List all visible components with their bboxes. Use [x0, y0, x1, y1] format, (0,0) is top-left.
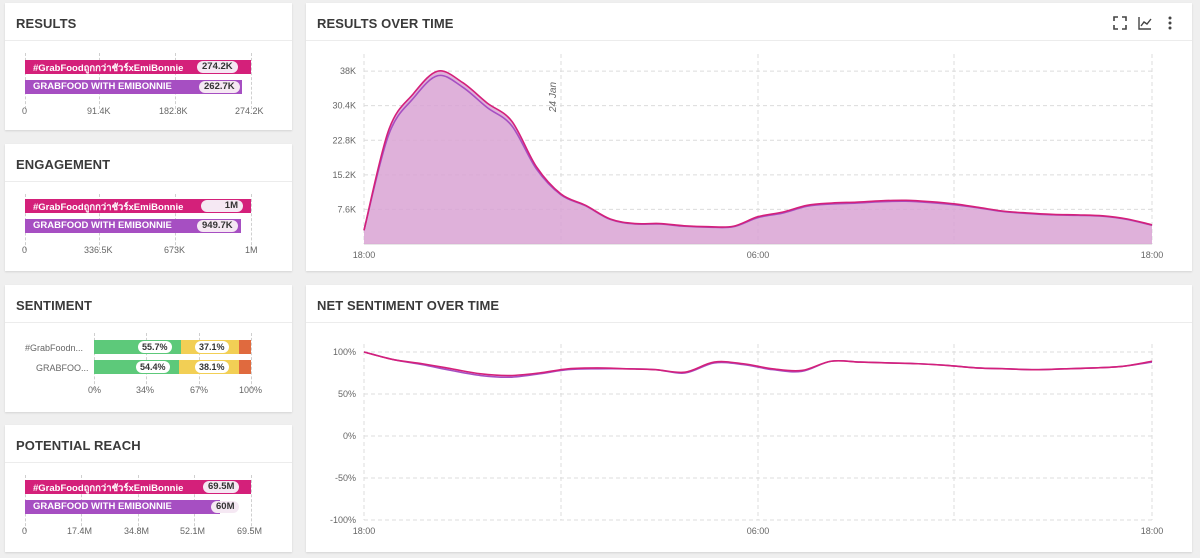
reach-bar-2-fill	[25, 500, 220, 514]
sentiment-card: SENTIMENT #GrabFoodn... 55.7% 37.1% GRAB…	[5, 285, 292, 412]
rot-y-tick-4: 7.6K	[337, 204, 356, 214]
engagement-card: ENGAGEMENT #GrabFoodถูกกว่าชัวร์xEmiBonn…	[5, 144, 292, 271]
results-over-time-title: RESULTS OVER TIME	[306, 3, 1192, 41]
results-bar-1-value: 274.2K	[197, 61, 238, 73]
results-bar-1-label: #GrabFoodถูกกว่าชัวร์xEmiBonnie	[33, 63, 184, 74]
rot-y-tick-0: 38K	[340, 66, 356, 76]
engagement-bar-2-value: 949.7K	[197, 220, 238, 232]
results-card: RESULTS #GrabFoodถูกกว่าชัวร์xEmiBonnie …	[5, 3, 292, 130]
reach-tick-1: 17.4M	[67, 526, 93, 536]
sentiment-row-1-negative	[239, 340, 251, 354]
engagement-tick-1: 336.5K	[84, 245, 113, 255]
results-title: RESULTS	[5, 3, 292, 41]
net-sentiment-card: NET SENTIMENT OVER TIME 100% 50% 0% -50% -10…	[306, 285, 1192, 552]
sentiment-row-1[interactable]: 55.7% 37.1%	[94, 340, 251, 354]
engagement-tick-0: 0	[22, 245, 28, 255]
ns-y-tick-4: -100%	[330, 515, 356, 525]
reach-bar-1[interactable]: #GrabFoodถูกกว่าชัวร์xEmiBonnie 69.5M	[25, 480, 251, 494]
engagement-bar-chart: #GrabFoodถูกกว่าชัวร์xEmiBonnie 1M GRABF…	[5, 182, 292, 270]
engagement-bar-1-value: 1M	[201, 200, 243, 212]
results-bar-2-fill	[25, 80, 242, 94]
sentiment-tick-1: 34%	[136, 385, 155, 395]
reach-tick-3: 52.1M	[180, 526, 206, 536]
rot-x-tick-0: 18:00	[353, 250, 376, 260]
rot-area	[364, 70, 1152, 245]
results-tick-0: 0	[22, 106, 28, 116]
reach-bar-1-value: 69.5M	[203, 481, 240, 493]
reach-bar-2-value: 60M	[211, 501, 240, 513]
reach-bar-1-label: #GrabFoodถูกกว่าชัวร์xEmiBonnie	[33, 483, 184, 494]
ns-series-line-0	[363, 351, 1153, 377]
engagement-bar-1[interactable]: #GrabFoodถูกกว่าชัวร์xEmiBonnie 1M	[25, 199, 251, 213]
engagement-bar-1-fill	[25, 199, 251, 213]
sentiment-row-2-label: GRABFOO...	[36, 363, 89, 373]
ns-y-tick-1: 50%	[338, 389, 356, 399]
engagement-bar-1-label: #GrabFoodถูกกว่าชัวร์xEmiBonnie	[33, 202, 184, 213]
rot-y-tick-3: 15.2K	[332, 170, 356, 180]
engagement-tick-2: 673K	[164, 245, 186, 255]
ns-x-tick-0: 18:00	[353, 526, 376, 536]
reach-card: POTENTIAL REACH #GrabFoodถูกกว่าชัวร์xEm…	[5, 425, 292, 552]
ns-x-tick-1: 06:00	[747, 526, 770, 536]
reach-title: POTENTIAL REACH	[5, 425, 292, 463]
sentiment-tick-2: 67%	[190, 385, 209, 395]
net-sentiment-chart[interactable]: 100%50%0%-50%-100%18:00 06:00 18:00	[306, 324, 1192, 551]
sentiment-row-2-positive-value: 54.4%	[136, 361, 170, 373]
results-over-time-card: RESULTS OVER TIME 38K 30.4K 22.8K 15.2K 7.6K…	[306, 3, 1192, 271]
reach-tick-0: 0	[22, 526, 28, 536]
rot-y-tick-2: 22.8K	[332, 135, 356, 145]
sentiment-title: SENTIMENT	[5, 285, 292, 323]
sentiment-row-2-neutral-value: 38.1%	[195, 361, 229, 373]
reach-bar-2-label: GRABFOOD WITH EMIBONNIE	[33, 501, 172, 512]
results-tick-3: 274.2K	[235, 106, 264, 116]
sentiment-row-1-positive-value: 55.7%	[138, 341, 172, 353]
sentiment-tick-0: 0%	[88, 385, 102, 395]
sentiment-row-1-neutral-value: 37.1%	[195, 341, 229, 353]
ns-y-tick-2: 0%	[343, 431, 356, 441]
ns-y-tick-0: 100%	[333, 347, 356, 357]
engagement-bar-2-label: GRABFOOD WITH EMIBONNIE	[33, 220, 172, 231]
rot-x-tick-2: 18:00	[1141, 250, 1164, 260]
results-bar-chart: #GrabFoodถูกกว่าชัวร์xEmiBonnie 274.2K G…	[5, 41, 292, 129]
results-over-time-chart[interactable]: 38K 30.4K 22.8K 15.2K 7.6K 18:00 06:00 18:00 24 …	[306, 42, 1192, 270]
sentiment-row-2[interactable]: 54.4% 38.1%	[94, 360, 251, 374]
sentiment-row-1-label: #GrabFoodn...	[25, 343, 84, 353]
reach-tick-4: 69.5M	[237, 526, 263, 536]
results-bar-2[interactable]: GRABFOOD WITH EMIBONNIE 262.7K	[25, 80, 251, 94]
line-chart-icon[interactable]	[1137, 15, 1153, 31]
results-bar-1[interactable]: #GrabFoodถูกกว่าชัวร์xEmiBonnie 274.2K	[25, 60, 251, 74]
sentiment-tick-3: 100%	[239, 385, 263, 395]
rot-series-line-0	[363, 70, 1153, 231]
net-sentiment-title: NET SENTIMENT OVER TIME	[306, 285, 1192, 323]
reach-bar-1-fill	[25, 480, 251, 494]
results-bar-1-fill	[25, 60, 251, 74]
ns-x-tick-2: 18:00	[1141, 526, 1164, 536]
sentiment-row-2-negative	[239, 360, 251, 374]
results-bar-2-label: GRABFOOD WITH EMIBONNIE	[33, 81, 172, 92]
ns-y-tick-3: -50%	[335, 473, 356, 483]
rot-annotation: 24 Jan	[548, 82, 559, 113]
rot-x-tick-1: 06:00	[747, 250, 770, 260]
reach-tick-2: 34.8M	[124, 526, 150, 536]
results-tick-2: 182.8K	[159, 106, 188, 116]
reach-bar-2[interactable]: GRABFOOD WITH EMIBONNIE 60M	[25, 500, 251, 514]
engagement-bar-2[interactable]: GRABFOOD WITH EMIBONNIE 949.7K	[25, 219, 251, 233]
more-vert-icon[interactable]	[1162, 15, 1178, 31]
results-bar-2-value: 262.7K	[199, 81, 240, 93]
reach-bar-chart: #GrabFoodถูกกว่าชัวร์xEmiBonnie 69.5M GR…	[5, 463, 292, 551]
rot-y-tick-1: 30.4K	[332, 101, 356, 111]
results-tick-1: 91.4K	[87, 106, 111, 116]
engagement-title: ENGAGEMENT	[5, 144, 292, 182]
engagement-tick-3: 1M	[245, 245, 258, 255]
sentiment-bar-chart: #GrabFoodn... 55.7% 37.1% GRABFOO... 54.…	[5, 323, 292, 411]
fullscreen-icon[interactable]	[1112, 15, 1128, 31]
engagement-bar-2-fill	[25, 219, 241, 233]
